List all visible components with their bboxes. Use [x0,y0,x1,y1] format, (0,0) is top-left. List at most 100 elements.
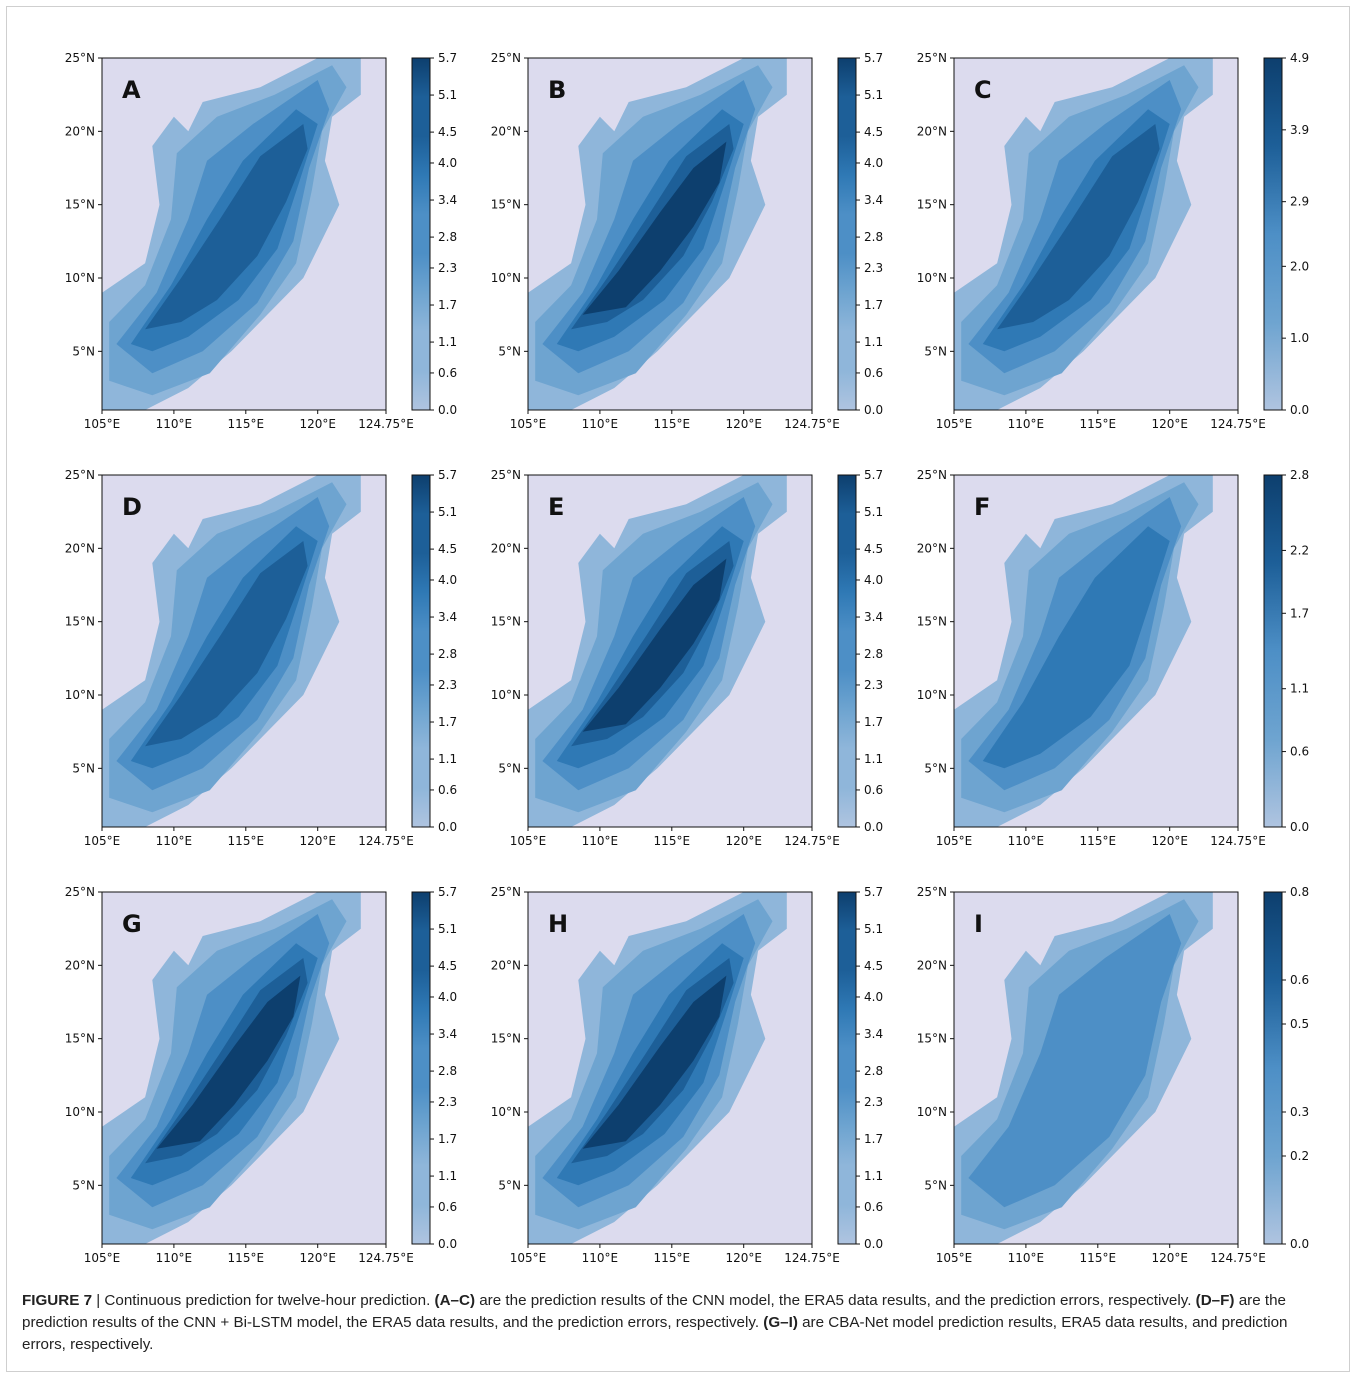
colorbar-tick-label: 3.4 [438,610,457,624]
colorbar-tick-label: 1.7 [864,298,883,312]
y-tick-label: 20°N [65,958,95,972]
x-tick-label: 110°E [582,834,619,848]
x-tick-label: 124.75°E [358,417,414,431]
contour-band [582,975,727,1149]
colorbar-tick-label: 1.7 [438,1132,457,1146]
y-tick-label: 10°N [491,271,521,285]
x-tick-label: 110°E [582,417,619,431]
colorbar-tick-label: 0.5 [1290,1017,1309,1031]
colorbar-tick-label: 0.0 [864,403,883,417]
y-tick-label: 25°N [917,468,947,482]
colorbar-tick-label: 0.3 [1290,1105,1309,1119]
y-tick-label: 10°N [65,1105,95,1119]
colorbar-tick-label: 2.3 [864,261,883,275]
colorbar-tick-label: 4.5 [438,125,457,139]
axes-frame [953,891,1239,1245]
y-tick-label: 10°N [917,688,947,702]
y-tick-label: 15°N [491,615,521,629]
y-tick-label: 15°N [491,1032,521,1046]
colorbar-tick-label: 2.8 [438,230,457,244]
colorbar-tick-label: 4.0 [438,990,457,1004]
colorbar [1263,57,1283,411]
colorbar-tick-label: 3.4 [864,610,883,624]
colorbar-tick-label: 2.8 [864,647,883,661]
colorbar-tick-label: 4.5 [864,959,883,973]
colorbar-tick-label: 4.0 [438,573,457,587]
colorbar-tick-label: 1.1 [438,752,457,766]
colorbar-tick-label: 2.8 [438,647,457,661]
colorbar-tick-label: 1.7 [1290,606,1309,620]
colorbar-tick-label: 3.4 [438,193,457,207]
panel-letter: A [122,76,141,104]
y-tick-label: 15°N [65,198,95,212]
colorbar-tick-label: 2.0 [1290,259,1309,273]
colorbar-tick-label: 4.0 [864,156,883,170]
contour-band [145,541,308,747]
colorbar-tick-label: 5.1 [438,922,457,936]
x-tick-label: 115°E [1080,417,1117,431]
colorbar-tick-label: 2.3 [438,678,457,692]
x-tick-label: 124.75°E [784,834,840,848]
colorbar-tick-label: 2.3 [438,261,457,275]
y-tick-label: 10°N [917,1105,947,1119]
colorbar-tick-label: 4.5 [864,542,883,556]
caption-text-a-c: are the prediction results of the CNN mo… [475,1292,1196,1309]
y-tick-label: 5°N [72,344,95,358]
x-tick-label: 115°E [1080,1251,1117,1265]
chart-svg-c: 105°E 110°E 115°E 120°E 124.75°E 5°N 10°N 15°N 2… [917,51,1309,431]
colorbar-tick-label: 5.7 [864,468,883,482]
x-tick-label: 120°E [299,834,336,848]
colorbar-tick-label: 4.5 [864,125,883,139]
colorbar-tick-label: 1.1 [438,335,457,349]
colorbar-tick-label: 1.1 [864,1169,883,1183]
colorbar-tick-label: 0.6 [438,783,457,797]
colorbar-tick-label: 0.0 [438,403,457,417]
y-tick-label: 10°N [917,271,947,285]
panel-letter: G [122,910,142,938]
colorbar-tick-label: 4.0 [864,990,883,1004]
colorbar-tick-label: 5.1 [438,505,457,519]
x-tick-label: 124.75°E [1210,834,1266,848]
colorbar-tick-label: 0.6 [864,366,883,380]
x-tick-label: 120°E [1151,834,1188,848]
colorbar-tick-label: 1.7 [864,1132,883,1146]
y-tick-label: 20°N [65,541,95,555]
contour-band [145,124,308,330]
y-tick-label: 15°N [917,615,947,629]
x-tick-label: 120°E [1151,417,1188,431]
y-tick-label: 15°N [917,198,947,212]
x-tick-label: 105°E [936,834,973,848]
y-tick-label: 25°N [917,51,947,65]
y-tick-label: 25°N [65,51,95,65]
panel-d: 105°E 110°E 115°E 120°E 124.75°E 5°N 10°N 15°N 2… [22,435,462,848]
colorbar-tick-label: 1.1 [864,335,883,349]
caption-text-g-i: are CBA-Net model prediction results, ER… [22,1314,1288,1353]
colorbar [1263,474,1283,828]
panel-i: 105°E 110°E 115°E 120°E 124.75°E 5°N 10°N 15°N 2… [874,852,1314,1265]
x-tick-label: 110°E [156,417,193,431]
chart-svg-f: 105°E 110°E 115°E 120°E 124.75°E 5°N 10°N 15°N 2… [917,468,1309,848]
x-tick-label: 120°E [299,417,336,431]
colorbar-tick-label: 2.8 [864,230,883,244]
panel-letter: D [122,493,142,521]
x-tick-label: 120°E [299,1251,336,1265]
x-tick-label: 115°E [228,1251,265,1265]
y-tick-label: 10°N [491,688,521,702]
colorbar-tick-label: 5.1 [438,88,457,102]
colorbar-tick-label: 5.7 [864,885,883,899]
y-tick-label: 15°N [917,1032,947,1046]
y-tick-label: 25°N [65,468,95,482]
colorbar-tick-label: 1.7 [864,715,883,729]
y-tick-label: 10°N [65,688,95,702]
colorbar-tick-label: 1.7 [438,715,457,729]
contour-band [982,526,1170,769]
figure-caption: FIGURE 7 | Continuous prediction for twe… [22,1290,1334,1356]
axes-frame [101,891,387,1245]
axes-frame [527,891,813,1245]
chart-svg-d: 105°E 110°E 115°E 120°E 124.75°E 5°N 10°N 15°N 2… [65,468,457,848]
colorbar-tick-label: 0.6 [1290,745,1309,759]
colorbar [837,474,857,828]
x-tick-label: 124.75°E [784,1251,840,1265]
y-tick-label: 5°N [72,761,95,775]
colorbar-tick-label: 2.3 [864,678,883,692]
